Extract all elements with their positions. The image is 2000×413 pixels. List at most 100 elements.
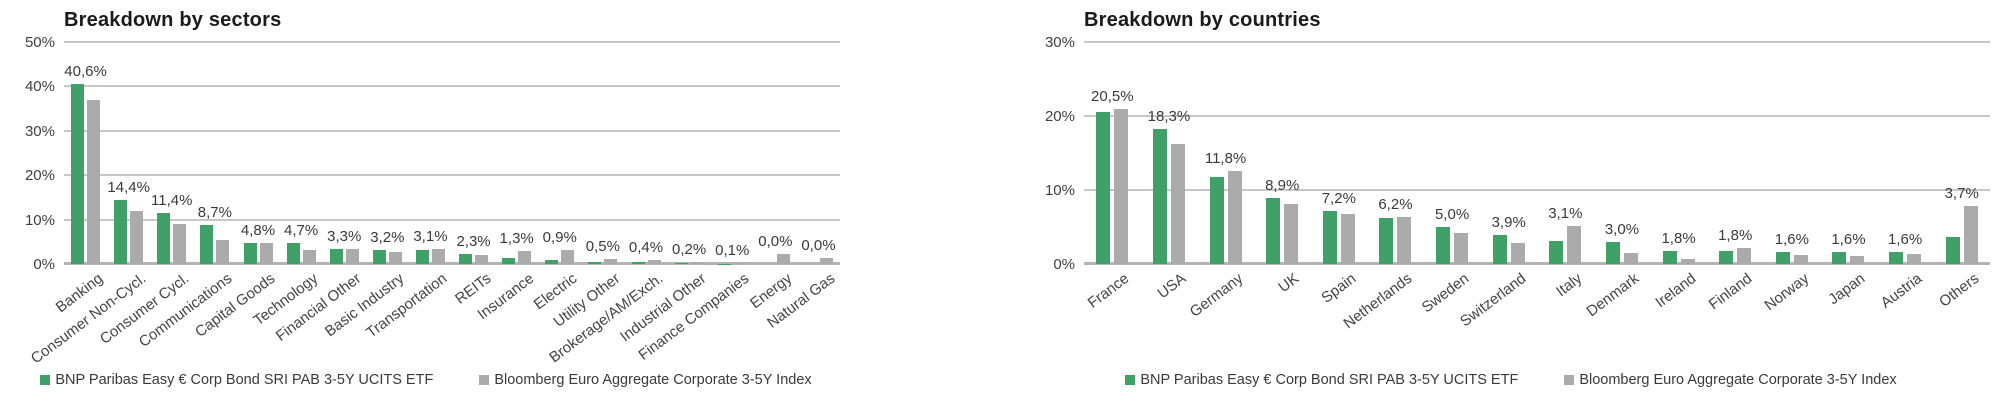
data-label: 0,9%: [542, 228, 577, 246]
index-bar: [1510, 242, 1525, 264]
index-bar: [1454, 232, 1469, 264]
x-tick-label: Ireland: [1651, 270, 1699, 312]
data-label: 3,1%: [413, 227, 448, 245]
legend-item-etf: BNP Paribas Easy € Corp Bond SRI PAB 3-5…: [1125, 372, 1518, 388]
data-label: 3,2%: [370, 228, 405, 246]
data-label: 4,8%: [240, 221, 276, 239]
index-bar: [1284, 204, 1299, 264]
gridline: [1084, 115, 1990, 117]
x-tick-label: Sweden: [1418, 270, 1473, 317]
x-tick-label: Japan: [1825, 270, 1869, 309]
x-tick-label: Denmark: [1583, 270, 1643, 321]
etf-bar: [1605, 241, 1620, 264]
x-tick-label: France: [1085, 270, 1133, 312]
data-label: 3,0%: [1604, 220, 1640, 238]
etf-bar: [329, 249, 343, 264]
countries-chart: Breakdown by countries 0% 10% 20% 30% 20,5% 1…: [1032, 0, 1990, 413]
index-bar: [690, 262, 704, 264]
sectors-plot-area: 0% 10% 20% 30% 40% 50% 40,6% 14,4% 11,4% 8,7% 4,8%…: [25, 34, 840, 273]
etf-bar: [415, 250, 429, 264]
index-bar: [518, 250, 532, 264]
index-bar: [1567, 225, 1582, 264]
y-tick-label: 10%: [1044, 182, 1075, 199]
legend-item-index: Bloomberg Euro Aggregate Corporate 3-5Y …: [1564, 372, 1897, 388]
index-bar: [1114, 108, 1129, 264]
y-tick-label: 0%: [1053, 256, 1075, 273]
etf-legend-swatch: [40, 375, 51, 385]
x-tick-label: Others: [1935, 270, 1982, 311]
etf-bar: [1379, 218, 1394, 264]
index-legend-swatch: [1564, 375, 1575, 385]
index-legend-label: Bloomberg Euro Aggregate Corporate 3-5Y …: [494, 372, 812, 388]
index-bar: [604, 259, 618, 264]
etf-bar: [286, 243, 300, 264]
etf-bar: [114, 200, 128, 264]
etf-bar: [1322, 210, 1337, 264]
etf-bar: [1492, 235, 1507, 264]
data-label: 6,2%: [1378, 195, 1413, 213]
etf-legend-label: BNP Paribas Easy € Corp Bond SRI PAB 3-5…: [55, 372, 434, 388]
etf-legend-swatch: [1125, 375, 1136, 385]
x-axis-baseline: [64, 262, 840, 265]
countries-x-axis: France USA Germany UK Spain Netherlands Sweden…: [1084, 264, 1990, 360]
index-bar: [733, 263, 747, 264]
etf-bar: [1096, 112, 1111, 264]
etf-bar: [1549, 241, 1564, 264]
gridline: [1084, 41, 1990, 43]
sectors-chart-title: Breakdown by sectors: [64, 9, 282, 31]
index-bar: [216, 239, 230, 264]
sectors-legend: BNP Paribas Easy € Corp Bond SRI PAB 3-5…: [12, 372, 840, 388]
x-tick-label: USA: [1154, 270, 1190, 303]
index-bar: [1907, 254, 1922, 264]
data-label: 18,3%: [1147, 107, 1191, 125]
etf-bar: [1832, 252, 1847, 264]
x-tick-label: Spain: [1318, 270, 1360, 307]
etf-bar: [243, 242, 257, 264]
data-label: 40,6%: [64, 62, 107, 80]
etf-bar: [1775, 252, 1790, 264]
etf-bar: [502, 258, 516, 264]
data-label: 14,4%: [107, 179, 150, 197]
data-label: 3,9%: [1491, 214, 1526, 232]
gridline: [64, 129, 840, 132]
y-tick-label: 10%: [24, 211, 55, 229]
index-bar: [345, 249, 359, 264]
data-label: 4,7%: [284, 222, 319, 240]
data-label: 0,0%: [801, 236, 836, 254]
y-tick-label: 20%: [1044, 108, 1075, 125]
index-bar: [1850, 255, 1865, 264]
index-bar: [475, 254, 489, 264]
gridline: [64, 174, 840, 177]
index-bar: [819, 257, 833, 264]
index-bar: [647, 260, 661, 264]
data-label: 1,3%: [499, 229, 534, 247]
data-label: 3,7%: [1944, 185, 1979, 203]
index-bar: [1170, 144, 1185, 264]
index-bar: [1227, 170, 1242, 264]
data-label: 0,2%: [672, 241, 707, 259]
etf-bar: [1719, 250, 1734, 264]
etf-bar: [1889, 252, 1904, 264]
data-label: 7,2%: [1321, 189, 1356, 207]
etf-bar: [1436, 227, 1451, 264]
index-bar: [259, 242, 273, 264]
index-bar: [1680, 258, 1695, 264]
index-bar: [1737, 248, 1752, 264]
index-bar: [87, 99, 101, 264]
y-tick-label: 30%: [24, 122, 55, 140]
etf-legend-label: BNP Paribas Easy € Corp Bond SRI PAB 3-5…: [1140, 372, 1519, 388]
data-label: 2,3%: [456, 232, 491, 250]
data-label: 0,0%: [758, 232, 793, 250]
data-label: 0,4%: [628, 239, 664, 257]
data-label: 3,1%: [1548, 204, 1583, 222]
legend-item-index: Bloomberg Euro Aggregate Corporate 3-5Y …: [479, 372, 812, 388]
y-tick-label: 30%: [1044, 34, 1075, 51]
index-bar: [431, 248, 445, 264]
etf-bar: [674, 263, 688, 264]
etf-bar: [71, 83, 85, 264]
data-label: 5,0%: [1434, 206, 1470, 223]
y-tick-label: 40%: [24, 78, 55, 96]
gridline: [1084, 189, 1990, 191]
y-tick-label: 0%: [33, 256, 55, 273]
etf-bar: [1266, 198, 1281, 264]
